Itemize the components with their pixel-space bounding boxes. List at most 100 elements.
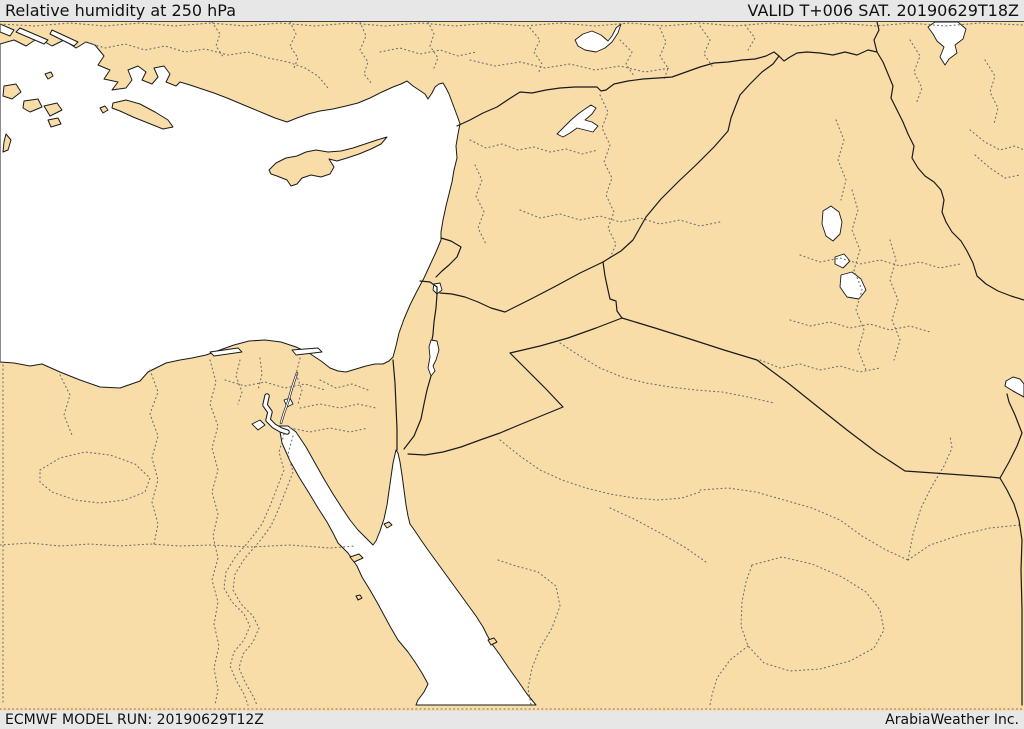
jordan-iraq-border <box>602 261 623 319</box>
model-run-label: ECMWF MODEL RUN: 20190629T12Z <box>5 712 264 728</box>
syria-jordan-border <box>439 261 604 313</box>
lake-urmia <box>927 22 967 66</box>
lake-assad <box>556 104 599 138</box>
lake-razazah <box>839 271 867 300</box>
admin-iraq <box>889 239 901 361</box>
aegean-island <box>99 105 109 114</box>
admin-turkey <box>427 22 439 69</box>
cyprus-island <box>268 136 388 187</box>
faiyum-oasis <box>251 419 266 431</box>
admin-sinai <box>299 403 377 409</box>
admin-saudi <box>907 524 1021 561</box>
aegean-island <box>44 71 54 80</box>
admin-top-line <box>0 22 1024 27</box>
dead-sea <box>427 339 440 377</box>
footer-bar: ECMWF MODEL RUN: 20190629T12Z ArabiaWeat… <box>0 711 1024 729</box>
admin-turkey <box>289 22 299 69</box>
israel-jordan-araba-border <box>403 375 432 450</box>
map-title: Relative humidity at 250 hPa <box>5 1 237 20</box>
aegean-island <box>2 83 22 100</box>
valid-time-label: VALID T+006 SAT. 20190629T18Z <box>747 1 1019 20</box>
admin-turkey <box>211 22 225 59</box>
admin-iraq <box>759 359 881 373</box>
admin-nile-valley <box>223 433 285 706</box>
nile-river-water <box>263 394 289 434</box>
karpathos-island <box>2 133 12 153</box>
admin-nile-valley <box>232 435 294 706</box>
admin-saudi <box>559 342 775 404</box>
admin-turkey <box>659 27 669 81</box>
islands <box>2 71 498 646</box>
admin-turkey <box>469 59 671 73</box>
israel-lebanon-border <box>419 280 438 295</box>
aegean-corner-inlet <box>0 23 15 37</box>
admin-iran <box>969 129 1024 151</box>
red-sea <box>278 425 537 706</box>
admin-syria <box>519 209 721 227</box>
dardanelles-inlet <box>49 29 79 47</box>
admin-turkey <box>84 41 329 89</box>
admin-turkey <box>619 39 635 77</box>
saudi-gulf-coast <box>999 477 1023 706</box>
admin-turkey <box>379 47 477 57</box>
admin-saudi <box>499 439 701 501</box>
admin-egypt-sudan <box>0 542 356 549</box>
lake-tuz <box>574 23 622 53</box>
admin-saudi <box>699 487 909 561</box>
admin-turkey <box>699 25 713 67</box>
admin-syria <box>469 139 599 155</box>
admin-egypt <box>319 379 369 391</box>
header-bar: Relative humidity at 250 hPa VALID T+006… <box>0 0 1024 22</box>
lakes <box>209 22 967 431</box>
admin-delta <box>257 357 263 391</box>
aegean-island <box>22 98 43 113</box>
jordan-river-border <box>431 293 438 341</box>
admin-turkey <box>744 24 756 51</box>
egypt-israel-border <box>392 359 398 451</box>
admin-syria <box>474 164 487 245</box>
admin-delta <box>235 359 243 405</box>
admin-saudi <box>907 435 953 561</box>
country-borders <box>392 22 1024 706</box>
admin-iran <box>974 154 1021 179</box>
admin-iran <box>909 39 923 105</box>
admin-iran <box>984 59 999 125</box>
aegean-island <box>47 117 62 128</box>
admin-egypt <box>39 451 151 504</box>
admin-turkey <box>359 22 373 85</box>
suez-canal-water <box>280 372 298 424</box>
admin-egypt <box>149 369 159 545</box>
red-sea-island <box>349 553 364 563</box>
admin-delta <box>224 379 326 391</box>
lake-habbaniyah <box>834 253 851 269</box>
admin-iraq <box>835 119 847 201</box>
turkey-iran-border <box>873 22 880 53</box>
admin-syria <box>599 94 617 259</box>
seas <box>0 23 1024 706</box>
nile-delta-lagoon <box>291 347 323 356</box>
kuwait-border <box>999 393 1023 479</box>
marmara-inlet <box>15 27 49 45</box>
mediterranean-sea <box>0 37 461 389</box>
turkey-syria-iraq-border <box>456 49 878 127</box>
admin-turkey <box>529 27 543 75</box>
weather-map <box>0 22 1024 711</box>
lake-tharthar <box>821 205 843 242</box>
tiran-island <box>383 521 393 529</box>
nile-delta-lagoon <box>209 347 243 357</box>
syria-iraq-border <box>602 55 780 263</box>
jordan-saudi-border <box>407 317 623 456</box>
admin-saudi <box>740 556 885 672</box>
admin-boundaries <box>0 22 1024 710</box>
admin-egypt <box>209 359 220 706</box>
iran-iraq-border <box>876 51 1024 301</box>
brand-label: ArabiaWeather Inc. <box>885 712 1019 728</box>
aegean-island <box>43 102 63 117</box>
admin-saudi <box>497 559 561 706</box>
rhodes-island <box>111 99 174 130</box>
red-sea-island <box>355 594 363 601</box>
rivers <box>262 371 299 435</box>
admin-iraq <box>789 319 931 333</box>
admin-sinai <box>289 427 369 433</box>
